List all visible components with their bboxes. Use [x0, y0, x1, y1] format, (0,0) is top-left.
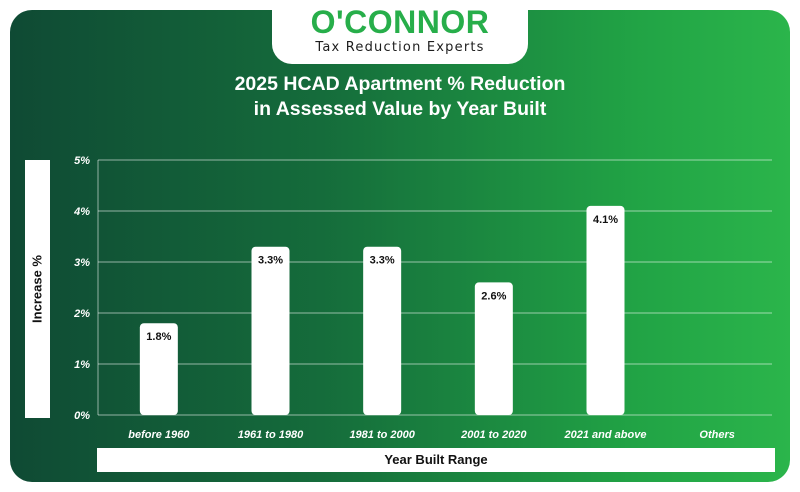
bar	[586, 205, 625, 415]
x-tick-label: before 1960	[128, 429, 190, 441]
bar	[363, 246, 402, 415]
data-label: 1.8%	[146, 331, 171, 343]
bar	[139, 323, 178, 415]
y-tick-label: 0%	[74, 410, 90, 422]
y-axis-label-box: Increase %	[25, 160, 50, 418]
bar	[251, 246, 290, 415]
y-tick-label: 2%	[73, 308, 90, 320]
chart-title-line-1: 2025 HCAD Apartment % Reduction	[234, 73, 566, 95]
logo: O'CONNOR Tax Reduction Experts	[272, 0, 528, 64]
x-tick-label: 2001 to 2020	[460, 429, 527, 441]
data-label: 4.1%	[593, 214, 618, 226]
y-tick-label: 3%	[74, 257, 90, 269]
x-axis-label: Year Built Range	[384, 452, 488, 467]
data-label: 3.3%	[370, 255, 395, 267]
logo-name: O'CONNOR	[310, 4, 490, 40]
logo-tagline: Tax Reduction Experts	[315, 40, 485, 55]
y-tick-label: 1%	[74, 359, 90, 371]
x-tick-label: Others	[699, 429, 734, 441]
chart-title: 2025 HCAD Apartment % Reduction in Asses…	[0, 72, 800, 122]
x-axis-label-box: Year Built Range	[97, 448, 775, 472]
x-tick-label: 1981 to 2000	[349, 429, 415, 441]
y-tick-label: 4%	[73, 206, 90, 218]
chart-title-line-2: in Assessed Value by Year Built	[253, 98, 547, 120]
data-label: 2.6%	[481, 290, 506, 302]
x-tick-label: 2021 and above	[564, 429, 647, 441]
x-tick-label: 1961 to 1980	[238, 429, 304, 441]
data-label: 3.3%	[258, 255, 283, 267]
y-tick-label: 5%	[74, 155, 90, 167]
bar	[474, 282, 513, 415]
